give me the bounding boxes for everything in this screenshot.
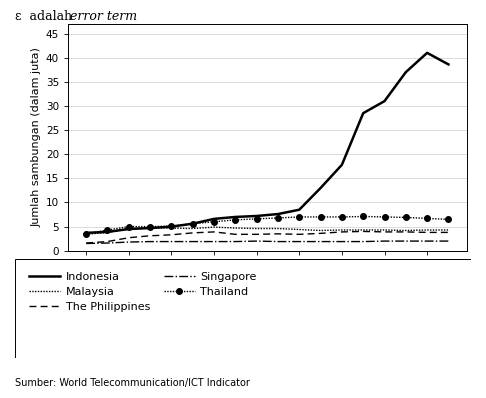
Legend: Indonesia, Malaysia, The Philippines, Singapore, Thailand: Indonesia, Malaysia, The Philippines, Si…: [25, 267, 261, 316]
Text: Sumber: World Telecommunication/ICT Indicator: Sumber: World Telecommunication/ICT Indi…: [15, 378, 249, 388]
Text: ε  adalah: ε adalah: [15, 10, 76, 23]
Y-axis label: Jumlah sambungan (dalam juta): Jumlah sambungan (dalam juta): [32, 47, 42, 227]
Text: error term: error term: [70, 10, 138, 23]
FancyBboxPatch shape: [15, 259, 471, 358]
